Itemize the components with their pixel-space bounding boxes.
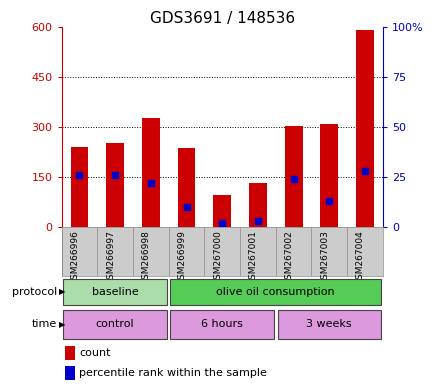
Text: GSM267002: GSM267002 [285, 230, 293, 285]
FancyBboxPatch shape [63, 310, 167, 339]
Bar [249, 183, 267, 227]
Bar [213, 195, 231, 227]
Text: baseline: baseline [92, 287, 139, 297]
Bar [65, 346, 75, 359]
Text: control: control [96, 319, 135, 329]
Text: GSM267000: GSM267000 [213, 230, 222, 285]
Point [361, 167, 368, 174]
Point [254, 217, 261, 223]
Point [290, 175, 297, 182]
Bar [106, 143, 124, 227]
Point [147, 180, 154, 186]
Text: GSM267001: GSM267001 [249, 230, 258, 285]
Text: 6 hours: 6 hours [201, 319, 243, 329]
Bar [65, 366, 75, 380]
Bar [356, 30, 374, 227]
FancyBboxPatch shape [170, 279, 381, 305]
FancyBboxPatch shape [63, 279, 167, 305]
FancyBboxPatch shape [278, 310, 381, 339]
Text: GSM266997: GSM266997 [106, 230, 115, 285]
Text: 3 weeks: 3 weeks [306, 319, 352, 329]
Point [183, 204, 190, 210]
Text: olive oil consumption: olive oil consumption [216, 287, 335, 297]
Bar [320, 124, 338, 227]
Bar [285, 126, 303, 227]
Text: GSM266998: GSM266998 [142, 230, 151, 285]
Text: GSM267003: GSM267003 [320, 230, 329, 285]
Text: ▶: ▶ [59, 287, 66, 296]
Bar [178, 148, 195, 227]
Bar [70, 147, 88, 227]
Point [76, 172, 83, 178]
Text: count: count [80, 348, 111, 358]
Text: percentile rank within the sample: percentile rank within the sample [80, 368, 268, 378]
Text: ▶: ▶ [59, 320, 66, 329]
FancyBboxPatch shape [170, 310, 274, 339]
Point [219, 220, 226, 226]
Text: GSM266996: GSM266996 [70, 230, 80, 285]
Title: GDS3691 / 148536: GDS3691 / 148536 [150, 11, 295, 26]
Text: protocol: protocol [12, 287, 57, 297]
Text: time: time [32, 319, 57, 329]
Text: GSM267004: GSM267004 [356, 230, 365, 285]
Bar [142, 118, 160, 227]
Point [326, 197, 333, 204]
Text: GSM266999: GSM266999 [177, 230, 187, 285]
Point [112, 172, 119, 178]
